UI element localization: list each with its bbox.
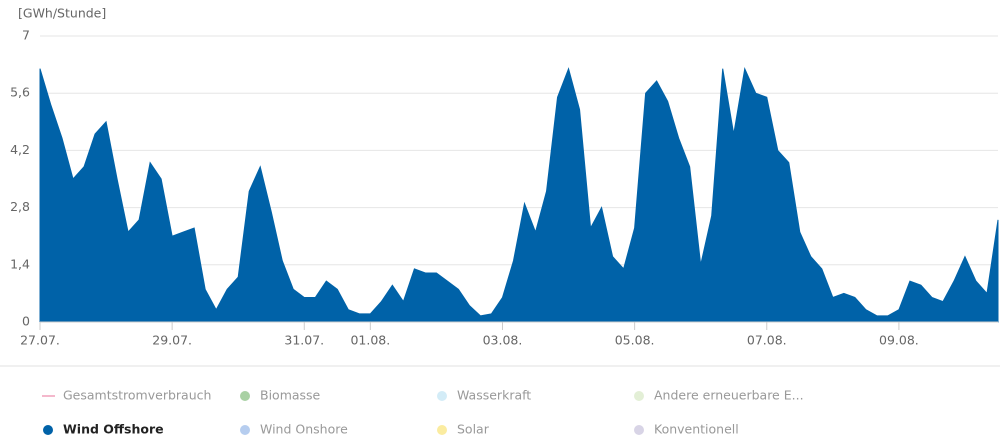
legend-marker xyxy=(437,391,447,401)
y-tick-label: 4,2 xyxy=(10,142,30,157)
legend-marker xyxy=(634,425,644,435)
x-tick-label: 31.07. xyxy=(284,333,324,348)
x-tick-label: 09.08. xyxy=(879,333,919,348)
legend: Gesamtstromverbrauch Biomasse Wasserkraft A… xyxy=(42,388,804,437)
legend-label[interactable]: Gesamtstromverbrauch xyxy=(63,388,211,403)
x-tick-label: 01.08. xyxy=(350,333,390,348)
x-tick-label: 05.08. xyxy=(615,333,655,348)
legend-marker xyxy=(437,425,447,435)
x-tick-label: 27.07. xyxy=(20,333,60,348)
y-tick-label: 5,6 xyxy=(10,85,30,100)
x-tick-label: 07.08. xyxy=(747,333,787,348)
y-tick-label: 7 xyxy=(22,28,30,43)
y-tick-label: 1,4 xyxy=(10,256,30,271)
legend-label[interactable]: Solar xyxy=(457,422,490,437)
legend-label[interactable]: Wind Offshore xyxy=(63,422,164,437)
legend-label[interactable]: Biomasse xyxy=(260,388,321,403)
legend-marker xyxy=(634,391,644,401)
area xyxy=(39,66,999,323)
y-axis-label: [GWh/Stunde] xyxy=(18,6,106,21)
legend-marker xyxy=(43,425,53,435)
legend-marker xyxy=(240,425,250,435)
x-tick-label: 29.07. xyxy=(152,333,192,348)
legend-label[interactable]: Konventionell xyxy=(654,422,739,437)
y-tick-label: 2,8 xyxy=(10,199,30,214)
legend-marker xyxy=(240,391,250,401)
legend-label[interactable]: Andere erneuerbare E... xyxy=(654,388,804,403)
y-tick-label: 0 xyxy=(22,314,30,329)
legend-label[interactable]: Wasserkraft xyxy=(457,388,531,403)
x-tick-label: 03.08. xyxy=(483,333,523,348)
legend-label[interactable]: Wind Onshore xyxy=(260,422,348,437)
